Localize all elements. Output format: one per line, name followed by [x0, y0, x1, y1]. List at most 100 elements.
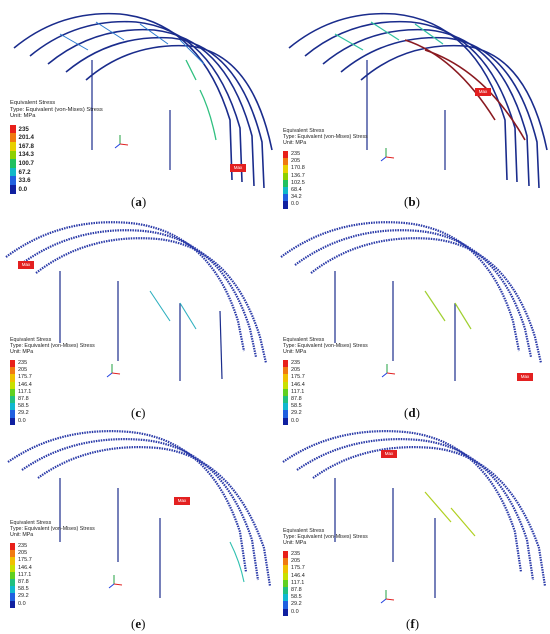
legend-swatch	[10, 374, 15, 382]
legend-tick-label: 87.8	[18, 579, 29, 586]
legend-row: 235	[10, 124, 103, 134]
legend-tick-label: 146.4	[18, 564, 32, 571]
legend-tick-label: 201.4	[18, 134, 34, 142]
legend-row: 87.8	[283, 395, 368, 404]
legend-swatch	[283, 179, 288, 187]
legend-unit: Unit: MPa	[10, 532, 34, 538]
legend-row: 117.1	[283, 388, 368, 396]
legend-row: 167.8	[10, 141, 103, 151]
legend-type: Type: Equivalent (von-Mises) Stress	[283, 343, 368, 349]
panel-c: Equivalent Stress Type: Equivalent (von-…	[0, 211, 275, 425]
legend-swatch	[283, 395, 288, 404]
legend-row: 205	[283, 558, 368, 566]
legend-tick-label: 0.0	[18, 185, 28, 193]
legend-tick-label: 100.7	[18, 159, 34, 167]
legend-swatch	[283, 186, 288, 195]
legend-tick-label: 146.4	[18, 381, 32, 388]
color-scale: 235 205 170.8 136.7 102.5 68.4 34.2 0.0	[283, 151, 368, 209]
legend-row: 0.0	[10, 184, 103, 194]
legend-swatch	[10, 159, 16, 168]
legend-row: 87.8	[283, 586, 368, 595]
legend-swatch	[283, 360, 288, 368]
legend-swatch	[283, 410, 288, 418]
max-label: Max	[230, 164, 246, 172]
legend-tick-label: 34.2	[291, 194, 302, 201]
legend-tick-label: 0.0	[18, 417, 26, 424]
legend-swatch	[283, 165, 288, 173]
legend-type: Type: Equivalent (von-Mises) Stress	[283, 534, 368, 540]
legend-swatch	[283, 572, 288, 580]
legend-row: 235	[283, 360, 368, 368]
legend-tick-label: 87.8	[291, 587, 302, 594]
legend-tick-label: 167.8	[18, 142, 34, 150]
legend-tick-label: 205	[291, 158, 301, 165]
legend-row: 117.1	[10, 388, 95, 396]
panel-d: Equivalent Stress Type: Equivalent (von-…	[275, 211, 550, 425]
legend-swatch	[283, 594, 288, 602]
caption-c: (c)	[131, 405, 146, 420]
legend-swatch	[10, 571, 15, 579]
legend-swatch	[10, 586, 15, 594]
legend-swatch	[283, 601, 288, 609]
legend-tick-label: 87.8	[18, 396, 29, 403]
legend-row: 67.2	[10, 167, 103, 177]
legend-swatch	[283, 403, 288, 411]
legend-row: 102.5	[283, 179, 368, 187]
legend-row: 205	[283, 367, 368, 375]
legend-tick-label: 235	[291, 360, 301, 367]
legend-swatch	[10, 150, 16, 160]
legend-row: 34.2	[283, 194, 368, 202]
legend-swatch	[283, 194, 288, 202]
legend-swatch	[283, 417, 288, 425]
legend-row: 146.4	[283, 381, 368, 389]
stress-legend-f: Equivalent Stress Type: Equivalent (von-…	[283, 528, 368, 616]
max-label: Max	[475, 88, 491, 96]
legend-swatch	[10, 557, 15, 565]
legend-row: 0.0	[10, 600, 95, 608]
legend-tick-label: 33.6	[18, 177, 31, 185]
color-scale: 235 205 175.7 146.4 117.1 87.8 58.5 29.2 0.0	[10, 543, 95, 608]
legend-unit: Unit: MPa	[10, 113, 36, 120]
legend-unit: Unit: MPa	[283, 349, 307, 355]
axis-triad-icon	[380, 590, 395, 604]
legend-swatch	[10, 395, 15, 404]
caption-f: (f)	[406, 616, 420, 631]
legend-title: Equivalent Stress	[283, 128, 325, 134]
legend-tick-label: 205	[18, 367, 28, 374]
stress-legend-a: Equivalent Stress Type: Equivalent (von-…	[10, 100, 103, 194]
legend-row: 117.1	[283, 579, 368, 587]
legend-row: 146.4	[283, 572, 368, 580]
caption-a: (a)	[131, 194, 147, 209]
legend-title: Equivalent Stress	[283, 337, 325, 343]
panel-e: Equivalent Stress Type: Equivalent (von-…	[0, 422, 275, 633]
legend-tick-label: 117.1	[291, 579, 305, 586]
legend-tick-label: 87.8	[291, 396, 302, 403]
legend-swatch	[283, 172, 288, 180]
legend-row: 235	[10, 543, 95, 551]
legend-row: 33.6	[10, 176, 103, 185]
panel-a: Equivalent Stress Type: Equivalent (von-…	[0, 0, 275, 211]
legend-swatch	[10, 417, 15, 425]
legend-row: 235	[10, 360, 95, 368]
legend-title: Equivalent Stress	[10, 520, 52, 526]
legend-row: 29.2	[283, 601, 368, 609]
legend-row: 0.0	[10, 417, 95, 425]
legend-tick-label: 68.4	[291, 187, 302, 194]
legend-row: 58.5	[10, 586, 95, 594]
legend-row: 0.0	[283, 608, 368, 616]
legend-row: 146.4	[10, 381, 95, 389]
legend-swatch	[10, 184, 16, 194]
legend-tick-label: 58.5	[18, 403, 29, 410]
legend-tick-label: 136.7	[291, 172, 305, 179]
legend-type: Type: Equivalent (von-Mises) Stress	[283, 134, 368, 140]
structure-model-b	[288, 12, 548, 189]
legend-row: 235	[283, 551, 368, 559]
legend-type: Type: Equivalent (von-Mises) Stress	[10, 106, 103, 113]
legend-swatch	[10, 410, 15, 418]
structure-model-e	[7, 430, 272, 598]
legend-tick-label: 175.7	[291, 374, 305, 381]
axis-triad-icon	[381, 364, 396, 378]
legend-row: 175.7	[10, 557, 95, 565]
stress-legend-b: Equivalent Stress Type: Equivalent (von-…	[283, 128, 368, 209]
legend-tick-label: 175.7	[18, 374, 32, 381]
